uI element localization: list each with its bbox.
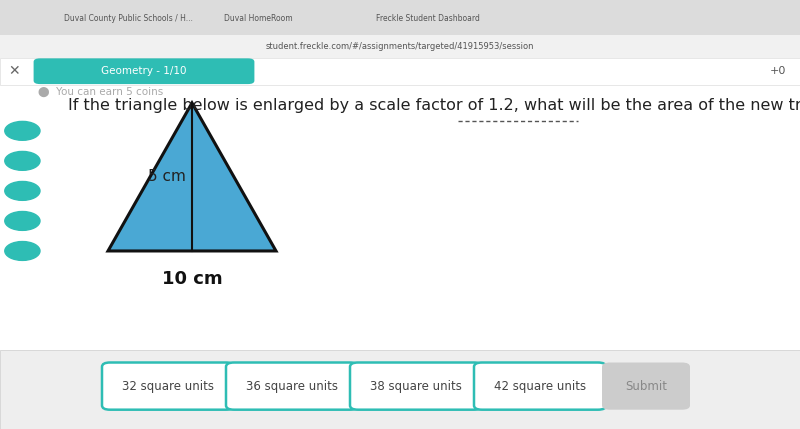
FancyBboxPatch shape [0,58,800,85]
Circle shape [5,211,40,230]
FancyBboxPatch shape [0,35,800,58]
Text: Duval HomeRoom: Duval HomeRoom [224,15,293,23]
Circle shape [5,151,40,170]
Text: ⬤  You can earn 5 coins: ⬤ You can earn 5 coins [38,87,164,97]
Text: ✕: ✕ [9,64,20,78]
Text: If the triangle below is enlarged by a scale factor of 1.2, what will be the are: If the triangle below is enlarged by a s… [68,98,800,112]
Circle shape [5,121,40,140]
Text: student.freckle.com/#/assignments/targeted/41915953/session: student.freckle.com/#/assignments/target… [266,42,534,51]
FancyBboxPatch shape [474,363,606,410]
Text: 38 square units: 38 square units [370,380,462,393]
Text: 36 square units: 36 square units [246,380,338,393]
Text: Duval County Public Schools / H...: Duval County Public Schools / H... [64,15,193,23]
Text: Submit: Submit [625,380,667,393]
Polygon shape [108,103,276,251]
FancyBboxPatch shape [0,350,800,429]
Text: Freckle Student Dashboard: Freckle Student Dashboard [376,15,480,23]
FancyBboxPatch shape [226,363,358,410]
Text: +0: +0 [770,66,786,76]
Circle shape [5,181,40,200]
FancyBboxPatch shape [350,363,482,410]
FancyBboxPatch shape [602,363,690,410]
Text: 32 square units: 32 square units [122,380,214,393]
Text: 42 square units: 42 square units [494,380,586,393]
FancyBboxPatch shape [34,58,254,84]
Circle shape [5,242,40,260]
Text: 10 cm: 10 cm [162,270,222,288]
FancyBboxPatch shape [0,0,800,35]
Text: 5 cm: 5 cm [148,169,186,184]
FancyBboxPatch shape [102,363,234,410]
Text: Geometry - 1/10: Geometry - 1/10 [102,66,186,76]
